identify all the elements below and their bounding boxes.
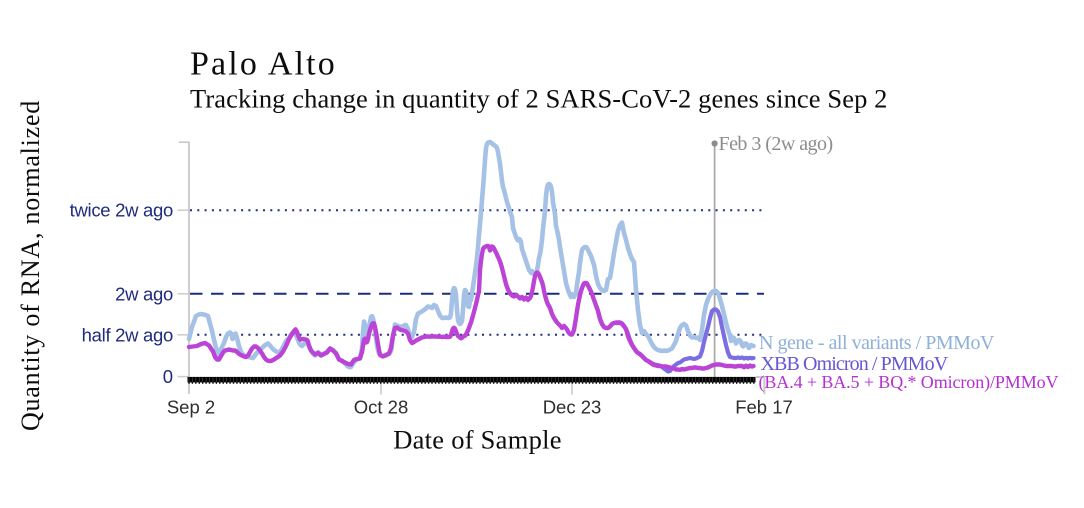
- svg-text:2w ago: 2w ago: [115, 283, 173, 304]
- svg-text:XBB Omicron / PMMoV: XBB Omicron / PMMoV: [761, 353, 949, 375]
- svg-text:N gene - all variants / PMMoV: N gene - all variants / PMMoV: [759, 332, 995, 354]
- svg-text:Quantity of RNA, normalized: Quantity of RNA, normalized: [16, 100, 45, 431]
- svg-text:half 2w ago: half 2w ago: [82, 324, 173, 345]
- svg-text:Dec 23: Dec 23: [543, 396, 602, 417]
- svg-text:Feb 17: Feb 17: [735, 396, 793, 417]
- svg-text:Palo Alto: Palo Alto: [190, 46, 337, 83]
- svg-text:0: 0: [163, 366, 173, 387]
- svg-text:Tracking change in quantity of: Tracking change in quantity of 2 SARS-Co…: [190, 84, 888, 114]
- svg-text:Feb 3 (2w ago): Feb 3 (2w ago): [719, 133, 833, 155]
- svg-text:twice 2w ago: twice 2w ago: [70, 200, 173, 221]
- svg-text:Sep 2: Sep 2: [167, 396, 215, 417]
- svg-text:Oct 28: Oct 28: [354, 396, 409, 417]
- svg-text:(BA.4 + BA.5 + BQ.* Omicron)/P: (BA.4 + BA.5 + BQ.* Omicron)/PMMoV: [759, 372, 1059, 393]
- svg-text:Date of Sample: Date of Sample: [393, 424, 561, 454]
